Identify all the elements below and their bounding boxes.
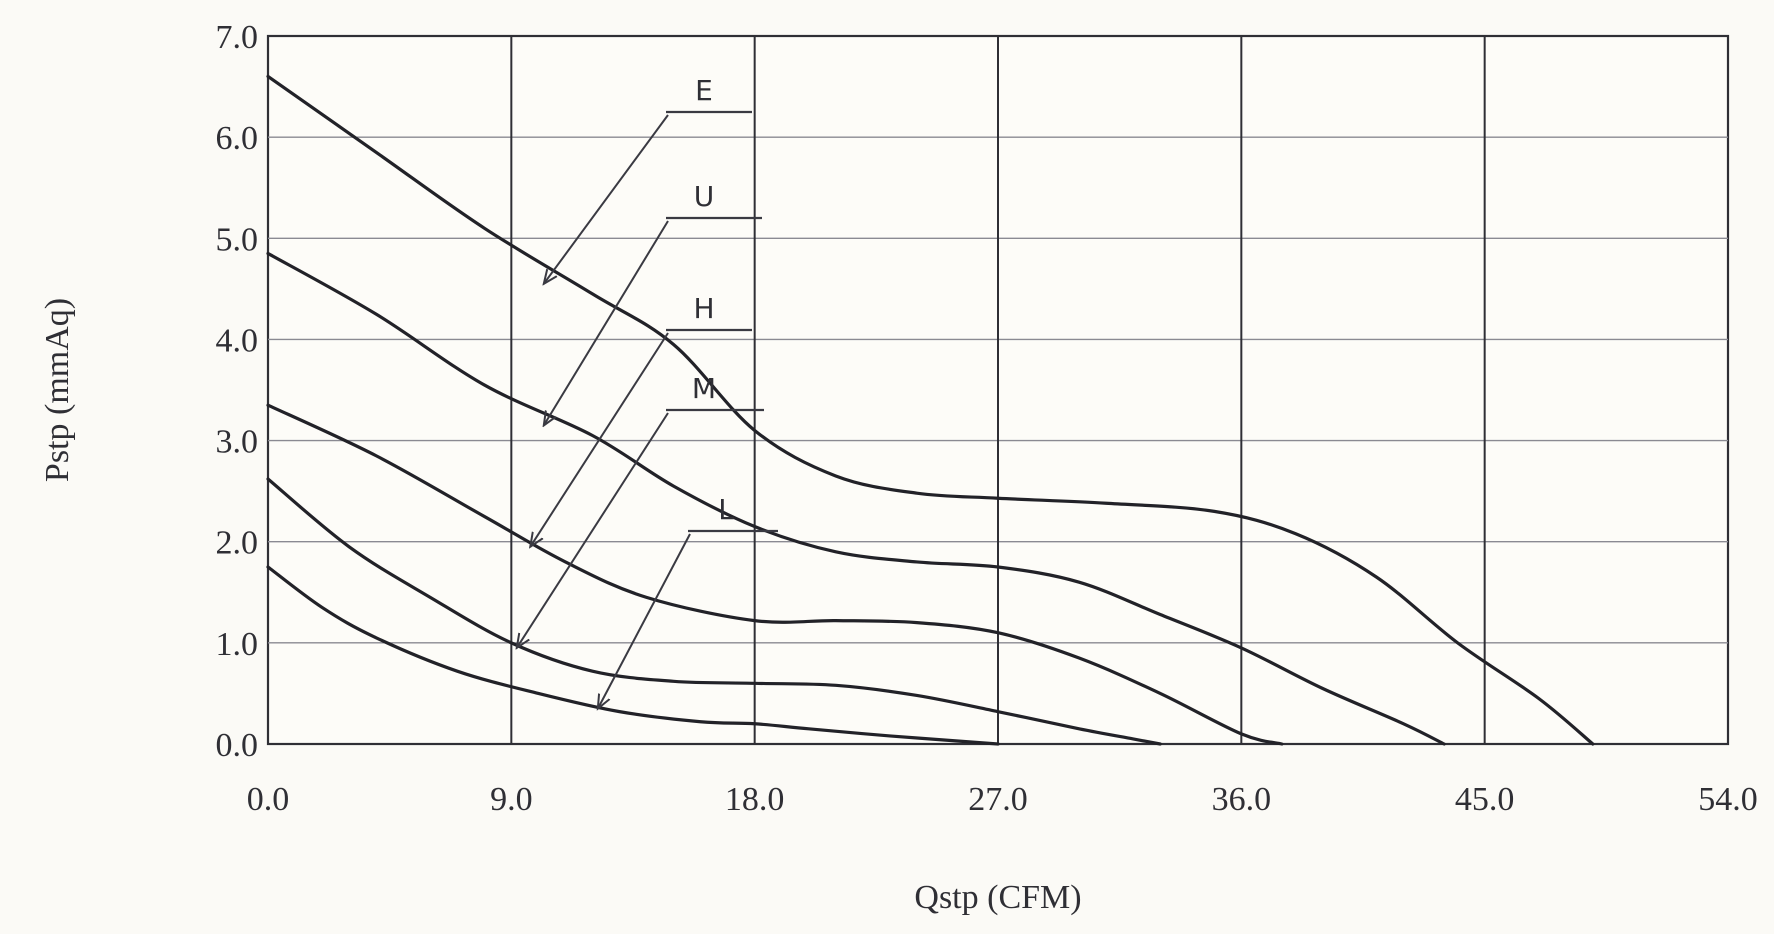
- x-axis-title: Qstp (CFM): [914, 879, 1081, 916]
- x-tick-label: 0.0: [247, 781, 290, 818]
- y-tick-label: 1.0: [216, 626, 259, 663]
- y-tick-label: 5.0: [216, 221, 259, 258]
- series-line-u: [266, 251, 1446, 746]
- series-label-e: E: [695, 74, 713, 107]
- y-axis-title: Pstp (mmAq): [39, 298, 76, 482]
- callout-arrow-e: [544, 114, 669, 284]
- series-label-m: M: [692, 372, 716, 405]
- series-line-l: [266, 565, 1000, 746]
- callout-arrow-l: [598, 533, 691, 709]
- series-label-l: L: [718, 493, 734, 526]
- callout-arrow-m: [517, 412, 669, 648]
- x-tick-label: 54.0: [1698, 781, 1758, 818]
- series-label-u: U: [694, 180, 715, 213]
- x-tick-label: 45.0: [1455, 781, 1515, 818]
- y-tick-label: 6.0: [216, 120, 259, 157]
- x-tick-label: 27.0: [968, 781, 1028, 818]
- y-tick-label: 3.0: [216, 424, 259, 461]
- y-tick-label: 7.0: [216, 19, 259, 56]
- x-tick-label: 36.0: [1212, 781, 1272, 818]
- y-tick-label: 2.0: [216, 525, 259, 562]
- x-tick-label: 18.0: [725, 781, 785, 818]
- y-tick-label: 4.0: [216, 322, 259, 359]
- series-line-e: [266, 74, 1595, 746]
- callout-arrow-h: [530, 332, 669, 547]
- y-tick-label: 0.0: [216, 727, 259, 764]
- x-tick-label: 9.0: [490, 781, 533, 818]
- series-label-h: H: [693, 292, 714, 325]
- series-line-h: [266, 403, 1284, 746]
- series-line-m: [266, 477, 1162, 746]
- callout-arrow-u: [544, 220, 669, 425]
